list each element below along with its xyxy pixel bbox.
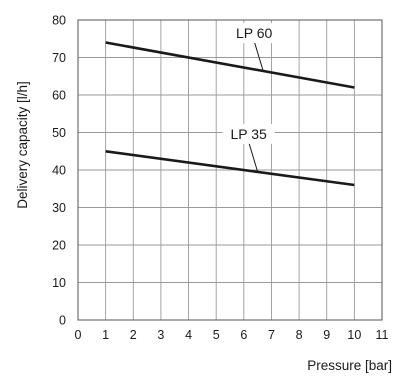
series-label-background	[228, 23, 281, 43]
series-line-lp-35	[105, 150, 355, 187]
y-tick-label: 80	[52, 14, 66, 28]
plot-frame	[77, 19, 383, 321]
x-tick-label: 3	[157, 328, 164, 342]
x-tick-label: 4	[185, 328, 192, 342]
series-label-leader	[253, 40, 264, 72]
series-label-background	[222, 123, 275, 144]
tick-labels: 0 1 2 3 4 5 6 7 8 9 10 11 0 10 20 30 40 50 60 70 80	[52, 14, 388, 343]
x-tick-label: 6	[240, 328, 247, 342]
y-tick-label: 20	[52, 239, 66, 253]
x-tick-label: 1	[102, 328, 109, 342]
x-tick-label: 7	[268, 328, 275, 342]
series-line-lp-60	[105, 41, 355, 89]
y-tick-label: 50	[52, 126, 66, 140]
x-tick-label: 2	[130, 328, 137, 342]
y-tick-label: 0	[59, 314, 66, 328]
y-tick-label: 10	[52, 276, 66, 290]
x-tick-label: 8	[296, 328, 303, 342]
x-tick-label: 5	[213, 328, 220, 342]
x-tick-label: 9	[323, 328, 330, 342]
x-axis-title: Pressure [bar]	[307, 358, 392, 373]
y-tick-label: 40	[52, 164, 66, 178]
series-label: LP 60	[236, 25, 273, 41]
y-tick-label: 30	[52, 201, 66, 215]
y-axis-title: Delivery capacity [l/h]	[15, 81, 30, 209]
x-tick-label: 0	[75, 328, 82, 342]
y-tick-label: 70	[52, 51, 66, 65]
x-tick-label: 11	[376, 328, 389, 342]
series-label: LP 35	[230, 126, 267, 142]
series-group: LP 60 LP 35	[105, 23, 355, 187]
series-label-leader	[248, 141, 259, 173]
y-tick-label: 60	[52, 89, 66, 103]
x-tick-label: 10	[347, 328, 361, 342]
